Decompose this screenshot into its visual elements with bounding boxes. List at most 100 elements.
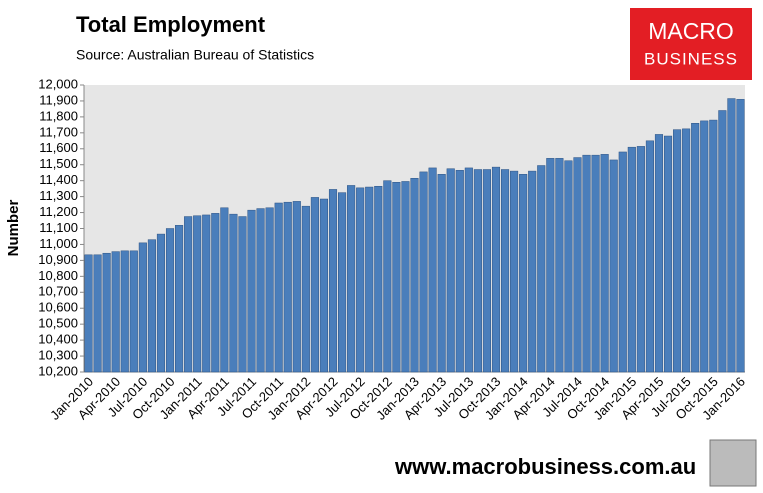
logo-line2: BUSINESS <box>644 49 738 68</box>
y-tick-label: 11,000 <box>39 236 78 251</box>
logo-box <box>630 8 752 80</box>
bar <box>419 171 428 373</box>
y-tick-label: 10,300 <box>38 347 78 362</box>
bar <box>401 181 410 373</box>
bar <box>673 129 682 373</box>
bar <box>147 239 156 373</box>
bar <box>220 207 229 373</box>
y-tick-label: 11,700 <box>39 124 78 139</box>
bar <box>663 135 673 373</box>
bar <box>736 99 745 373</box>
bar <box>193 215 202 373</box>
bar <box>365 186 374 373</box>
wolf-icon <box>709 439 757 487</box>
bar <box>138 242 147 373</box>
bar <box>328 189 338 373</box>
bar <box>347 185 356 373</box>
bar <box>292 201 301 373</box>
chart-subtitle: Source: Australian Bureau of Statistics <box>76 47 314 63</box>
bar <box>573 157 582 373</box>
bar <box>410 178 419 373</box>
bar <box>482 169 491 373</box>
y-tick-label: 11,800 <box>39 108 78 123</box>
bar <box>229 213 238 373</box>
bar <box>202 214 211 373</box>
bar <box>256 208 265 373</box>
bar <box>446 168 455 373</box>
y-tick-label: 10,400 <box>38 332 78 347</box>
bar <box>93 254 102 373</box>
bar <box>591 154 600 373</box>
bar <box>636 146 645 373</box>
bar <box>600 154 609 373</box>
bar <box>319 198 329 373</box>
bar <box>437 174 446 373</box>
bar <box>682 128 691 373</box>
bar <box>211 213 220 373</box>
chart-title: Total Employment <box>76 12 266 37</box>
bar <box>129 250 138 373</box>
bar <box>473 169 482 373</box>
bar <box>428 167 437 373</box>
bar <box>455 170 464 373</box>
y-tick-label: 12,000 <box>38 76 78 91</box>
bar <box>184 216 193 373</box>
bar <box>111 251 120 373</box>
bar <box>510 170 519 373</box>
y-tick-label: 11,500 <box>39 156 78 171</box>
bar <box>310 197 319 373</box>
y-tick-label: 10,700 <box>38 284 78 299</box>
y-tick-label: 11,100 <box>39 220 78 235</box>
bar <box>519 174 528 373</box>
bar <box>392 182 401 373</box>
bar <box>301 205 310 373</box>
y-tick-label: 11,600 <box>39 140 78 155</box>
y-axis-label: Number <box>5 200 22 257</box>
bar <box>102 252 111 373</box>
bar <box>338 192 347 373</box>
bar <box>491 166 501 373</box>
bar <box>283 201 292 373</box>
bar <box>374 185 383 373</box>
bar <box>727 98 736 373</box>
bar <box>464 167 473 373</box>
y-tick-label: 10,800 <box>38 268 78 283</box>
bar <box>555 158 564 373</box>
y-tick-label: 10,500 <box>38 316 78 331</box>
bar <box>274 202 283 373</box>
logo-line1: MACRO <box>648 18 734 44</box>
y-tick-label: 10,600 <box>38 300 78 315</box>
bar <box>156 233 166 373</box>
bar <box>537 165 546 373</box>
bar <box>709 119 718 373</box>
bar <box>582 154 591 373</box>
bar <box>84 254 93 373</box>
bar <box>654 134 664 373</box>
y-tick-label: 10,200 <box>38 363 78 378</box>
bar <box>627 146 636 373</box>
y-tick-label: 11,200 <box>39 204 78 219</box>
bar <box>265 207 274 373</box>
bar <box>500 169 510 373</box>
y-tick-label: 11,300 <box>39 188 78 203</box>
bar <box>238 216 247 373</box>
bar <box>528 170 537 373</box>
y-tick-label: 10,900 <box>38 252 78 267</box>
bar <box>356 187 365 373</box>
bar <box>700 120 709 373</box>
bar <box>165 228 175 373</box>
bar <box>120 250 129 373</box>
bar <box>383 180 392 373</box>
bar <box>175 225 184 373</box>
y-tick-label: 11,900 <box>39 92 78 107</box>
bar <box>691 123 700 373</box>
bar <box>609 159 618 373</box>
bar <box>645 140 654 373</box>
bar <box>618 151 627 373</box>
website: www.macrobusiness.com.au <box>394 454 696 479</box>
bar <box>546 158 555 373</box>
bar <box>718 110 727 373</box>
bar <box>247 209 256 373</box>
y-tick-label: 11,400 <box>39 172 78 187</box>
